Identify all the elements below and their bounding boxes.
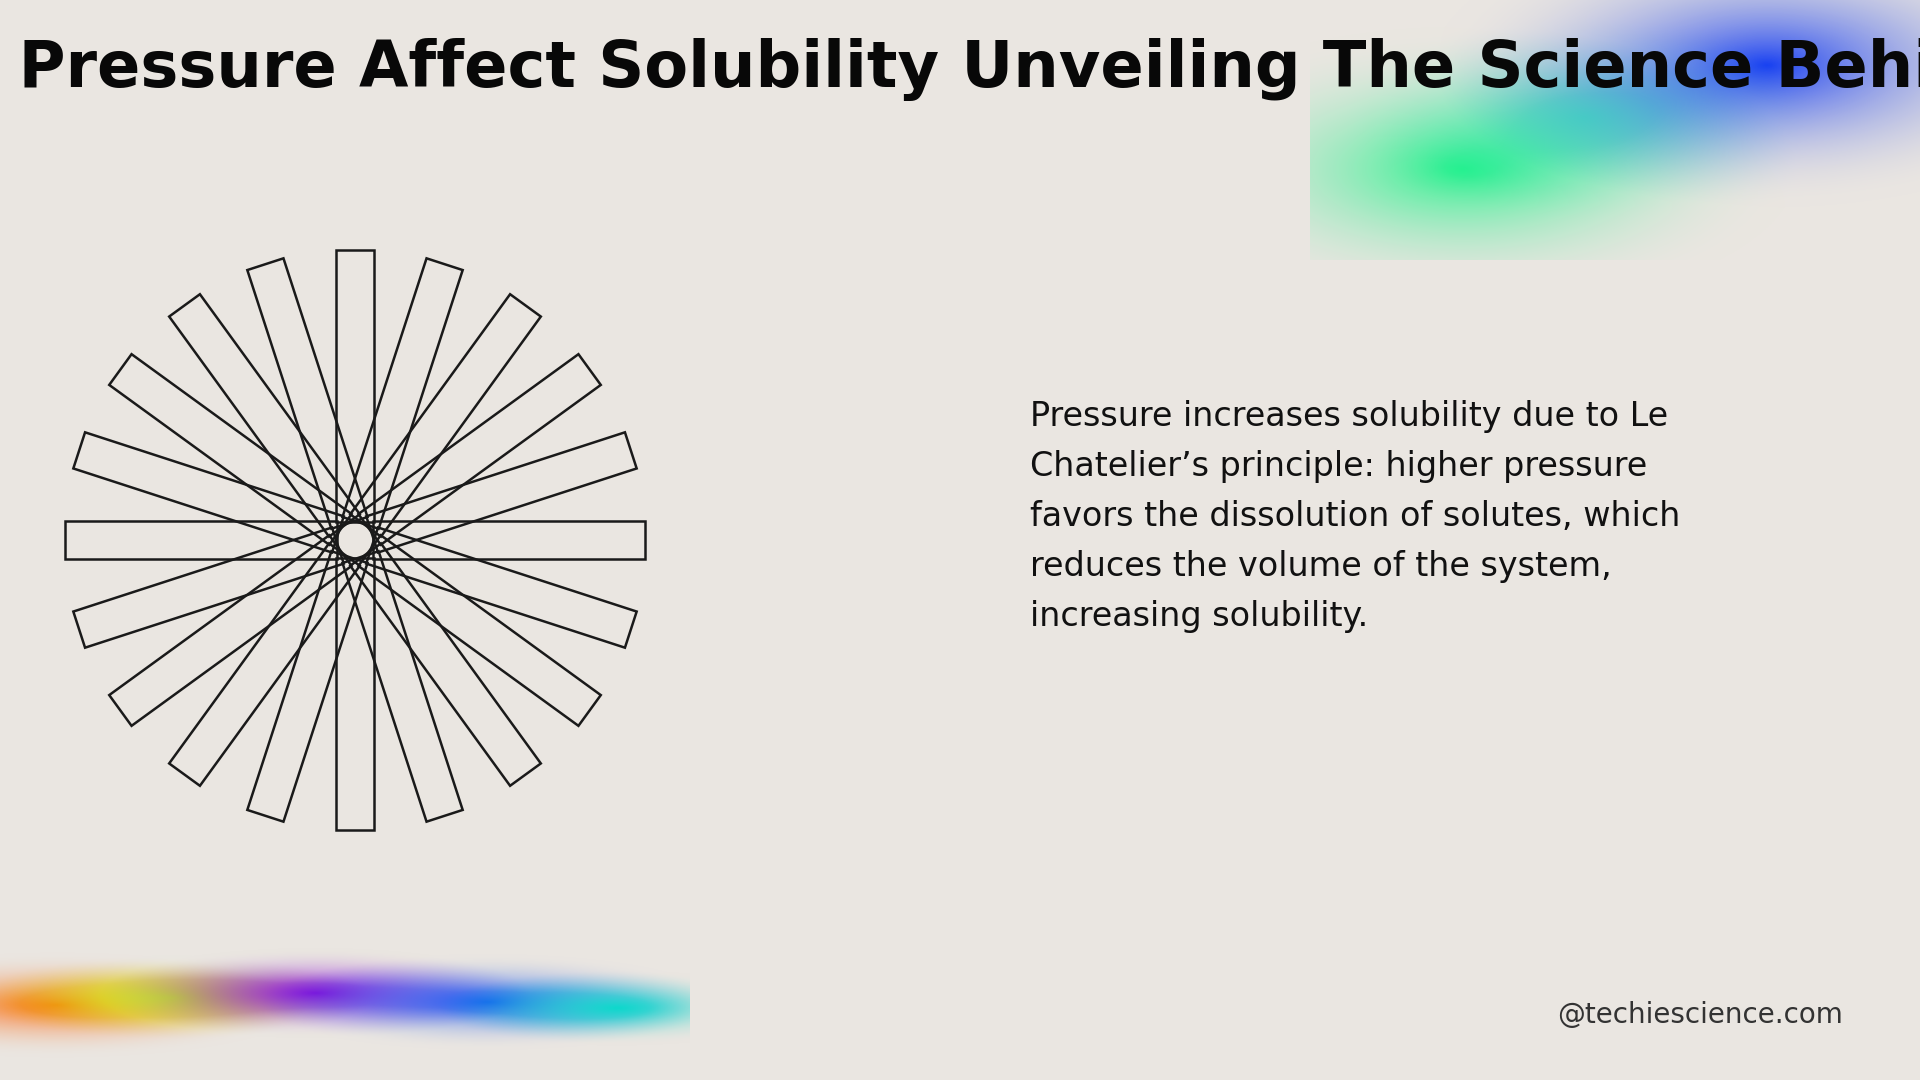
Text: Pressure increases solubility due to Le
Chatelier’s principle: higher pressure
f: Pressure increases solubility due to Le … [1029,400,1680,633]
Text: @techiescience.com: @techiescience.com [1557,1001,1843,1029]
Text: Does Pressure Affect Solubility Unveiling The Science Behind It: Does Pressure Affect Solubility Unveilin… [0,38,1920,102]
